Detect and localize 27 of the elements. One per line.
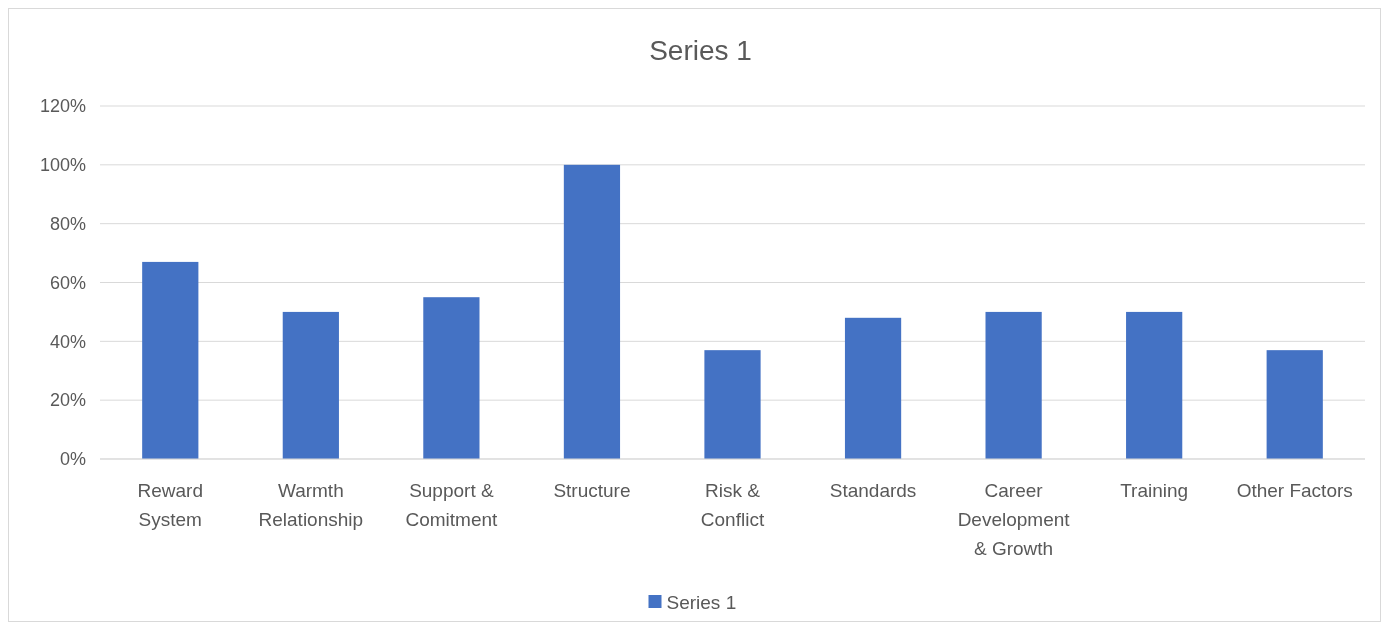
x-tick-label: Other Factors bbox=[1236, 480, 1353, 501]
y-tick-label: 40% bbox=[49, 331, 86, 352]
y-tick-label: 0% bbox=[59, 449, 86, 470]
bar bbox=[1266, 350, 1323, 459]
x-tick-label: Structure bbox=[553, 480, 631, 501]
y-tick-label: 120% bbox=[39, 96, 86, 117]
bar bbox=[844, 317, 902, 459]
bar bbox=[423, 297, 480, 459]
chart-title: Series 1 bbox=[649, 35, 752, 66]
x-tick-label: Training bbox=[1120, 480, 1189, 501]
x-tick-label: Standards bbox=[829, 480, 917, 501]
x-tick-label: Reward System bbox=[137, 480, 204, 530]
x-tick-label: Career Development & Growth bbox=[957, 480, 1071, 559]
bar bbox=[563, 164, 621, 459]
bar bbox=[704, 350, 761, 459]
y-tick-label: 20% bbox=[49, 390, 86, 411]
legend-label: Series 1 bbox=[666, 591, 737, 613]
bar bbox=[985, 311, 1042, 459]
y-tick-label: 100% bbox=[39, 155, 86, 176]
bar bbox=[282, 311, 339, 459]
x-tick-label: Risk & Conflict bbox=[700, 480, 765, 530]
bar bbox=[1126, 311, 1183, 459]
y-tick-label: 60% bbox=[49, 272, 86, 293]
x-tick-label: Warmth Relationship bbox=[258, 480, 364, 530]
y-tick-label: 80% bbox=[49, 213, 86, 234]
x-tick-label: Support & Comitment bbox=[405, 480, 499, 530]
bar bbox=[142, 261, 199, 459]
